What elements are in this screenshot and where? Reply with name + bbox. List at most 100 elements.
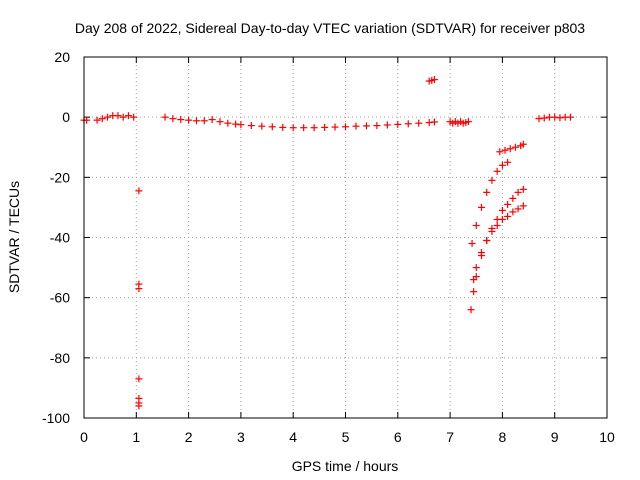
data-point: [300, 124, 308, 132]
data-point: [135, 187, 143, 195]
data-point: [104, 113, 112, 121]
x-tick-label: 10: [599, 429, 615, 445]
x-tick-label: 8: [499, 429, 507, 445]
data-point: [501, 146, 509, 154]
data-point: [135, 402, 143, 410]
data-point: [493, 167, 501, 175]
data-point: [504, 200, 512, 208]
data-point: [352, 122, 360, 130]
data-point: [504, 212, 512, 220]
x-tick-label: 9: [551, 429, 559, 445]
data-point: [169, 115, 177, 123]
grid-lines: [84, 57, 607, 418]
data-point: [519, 185, 527, 193]
data-point: [498, 215, 506, 223]
data-point: [394, 120, 402, 128]
data-point: [130, 113, 138, 121]
y-tick-label: -20: [50, 169, 70, 185]
data-point: [279, 123, 287, 131]
data-points: [80, 76, 574, 410]
data-point: [472, 221, 480, 229]
data-point: [404, 120, 412, 128]
y-tick-label: 20: [54, 49, 70, 65]
data-point: [124, 112, 132, 120]
data-point: [540, 114, 548, 122]
data-point: [506, 145, 514, 153]
data-point: [289, 124, 297, 132]
data-point: [504, 158, 512, 166]
data-point: [535, 115, 543, 123]
data-point: [373, 122, 381, 130]
data-point: [415, 119, 423, 127]
data-point: [268, 123, 276, 131]
data-point: [514, 205, 522, 213]
data-point: [224, 119, 232, 127]
x-tick-label: 5: [342, 429, 350, 445]
x-tick-label: 4: [289, 429, 297, 445]
data-point: [566, 113, 574, 121]
data-point: [519, 202, 527, 210]
data-point: [467, 306, 475, 314]
data-point: [362, 122, 370, 130]
data-point: [496, 148, 504, 156]
data-point: [477, 203, 485, 211]
data-point: [477, 249, 485, 257]
data-point: [488, 176, 496, 184]
data-point: [321, 123, 329, 131]
data-point: [114, 112, 122, 120]
y-tick-label: -60: [50, 290, 70, 306]
data-point: [470, 288, 478, 296]
data-point: [498, 161, 506, 169]
y-tick-label: -80: [50, 350, 70, 366]
plot-frame: [83, 56, 608, 419]
data-point: [430, 76, 438, 84]
data-point: [216, 118, 224, 126]
y-tick-label: 0: [62, 109, 70, 125]
data-point: [509, 194, 517, 202]
data-point: [470, 276, 478, 284]
data-point: [430, 118, 438, 126]
data-point: [135, 285, 143, 293]
data-point: [342, 123, 349, 131]
data-point: [488, 227, 496, 235]
data-point: [185, 116, 193, 124]
data-point: [208, 116, 216, 124]
data-point: [509, 208, 517, 216]
data-point: [556, 114, 564, 122]
data-point: [498, 206, 506, 214]
data-point: [310, 124, 318, 132]
data-point: [135, 375, 143, 383]
data-point: [493, 221, 501, 229]
data-point: [177, 116, 185, 124]
x-axis-label: GPS time / hours: [292, 458, 399, 474]
y-tick-label: -40: [50, 230, 70, 246]
x-tick-label: 6: [394, 429, 402, 445]
data-point: [192, 117, 200, 125]
data-point: [511, 143, 519, 151]
data-point: [519, 140, 527, 148]
x-axis-tick-labels: 0 1 2 3 4 5 6 7 8 9 10: [80, 429, 615, 445]
data-point: [200, 117, 208, 125]
x-tick-label: 3: [237, 429, 245, 445]
data-point: [232, 120, 240, 128]
data-point: [258, 122, 266, 130]
data-point: [514, 188, 522, 196]
y-axis-tick-labels: -100 -80 -60 -40 -20 0 20: [42, 49, 70, 426]
chart-title: Day 208 of 2022, Sidereal Day-to-day VTE…: [75, 20, 585, 36]
data-point: [483, 237, 491, 245]
data-point: [464, 118, 472, 126]
data-point: [119, 113, 127, 121]
data-point: [425, 119, 433, 127]
y-axis-label: SDTVAR / TECUs: [6, 181, 22, 293]
data-point: [161, 113, 169, 121]
data-point: [98, 115, 106, 123]
data-point: [93, 116, 101, 124]
data-point: [468, 240, 476, 248]
data-point: [383, 121, 391, 129]
x-tick-label: 1: [132, 429, 140, 445]
data-point: [331, 123, 339, 131]
data-point: [472, 264, 480, 272]
x-tick-label: 7: [446, 429, 454, 445]
data-point: [483, 188, 491, 196]
